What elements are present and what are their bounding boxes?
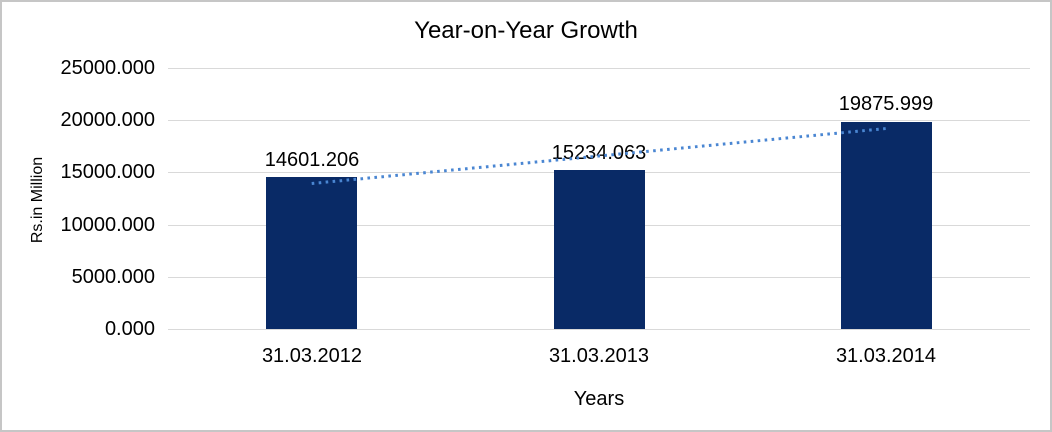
gridline	[168, 120, 1030, 121]
bar-31.03.2012	[266, 176, 357, 329]
chart-title: Year-on-Year Growth	[414, 17, 638, 44]
gridline	[168, 329, 1030, 330]
y-tick-label: 10000.000	[60, 214, 155, 236]
x-tick-label: 31.03.2012	[261, 345, 363, 367]
x-tick-label: 31.03.2013	[548, 345, 650, 367]
x-tick-label: 31.03.2014	[835, 345, 937, 367]
y-tick-label: 25000.000	[60, 57, 155, 79]
bar-31.03.2013	[554, 170, 645, 329]
bar-value-label: 15234.063	[551, 142, 647, 164]
y-tick-label: 15000.000	[60, 161, 155, 183]
y-tick-label: 0.000	[104, 318, 155, 340]
plot-area	[168, 68, 1030, 330]
bar-31.03.2014	[841, 121, 932, 329]
x-axis-title: Years	[573, 388, 625, 410]
bar-value-label: 14601.206	[264, 149, 360, 171]
y-tick-label: 5000.000	[71, 266, 155, 288]
y-tick-label: 20000.000	[60, 109, 155, 131]
gridline	[168, 68, 1030, 69]
bar-value-label: 19875.999	[838, 93, 934, 115]
